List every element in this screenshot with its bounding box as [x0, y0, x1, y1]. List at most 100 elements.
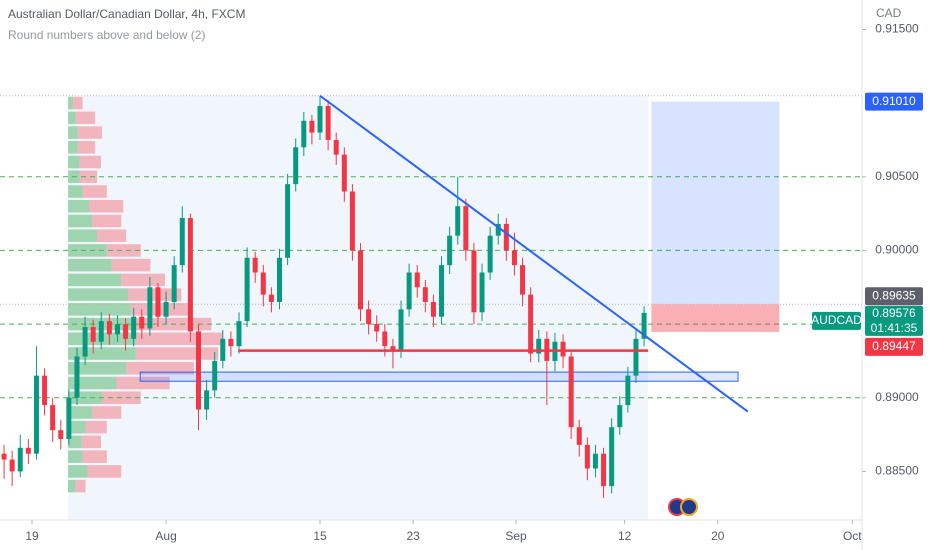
candle-body [252, 257, 258, 273]
x-tick-label: Aug [155, 529, 176, 543]
candle-body [325, 106, 331, 140]
candle-body [520, 265, 526, 295]
candle-body [42, 375, 48, 406]
candle-body [66, 397, 72, 439]
candle-body [212, 360, 218, 391]
profile-up [68, 450, 83, 463]
profile-down [128, 288, 182, 301]
currency-label: CAD [876, 6, 902, 20]
x-tick-label: 12 [618, 529, 632, 543]
candle-body [9, 459, 15, 472]
candle-body [374, 324, 380, 332]
entry-label: 0.89635 [872, 288, 916, 302]
profile-down [106, 244, 141, 257]
profile-up [68, 126, 78, 139]
candle-body [228, 338, 234, 347]
chart-subtitle: Round numbers above and below (2) [8, 28, 205, 42]
y-tick-label: 0.90500 [875, 169, 919, 183]
x-tick-label: 23 [406, 529, 420, 543]
candle-body [366, 309, 372, 325]
profile-up [68, 465, 88, 478]
profile-up [68, 199, 90, 213]
candle-body [479, 272, 485, 313]
candle-body [179, 218, 185, 266]
profile-down [89, 199, 124, 213]
candle-body [171, 265, 177, 302]
candle-body [236, 321, 242, 347]
candle-body [455, 206, 461, 236]
profile-up [68, 155, 80, 169]
candle-body [204, 390, 210, 410]
candle-body [106, 321, 112, 335]
candle-body [268, 294, 274, 302]
candle-body [293, 147, 299, 185]
profile-up [68, 258, 112, 272]
candle-body [277, 257, 283, 302]
profile-up [68, 141, 78, 154]
candle-body [617, 405, 623, 428]
candle-body [641, 312, 647, 339]
candle-body [358, 250, 364, 310]
candle-body [382, 331, 388, 347]
profile-up [68, 303, 132, 316]
profile-down [75, 111, 96, 125]
candle-body [439, 265, 445, 317]
profile-down [92, 406, 122, 419]
y-tick-label: 0.88500 [875, 464, 919, 478]
profile-up [68, 362, 127, 375]
candle-body [341, 154, 347, 192]
profile-up [68, 376, 117, 390]
x-tick-label: 19 [25, 529, 39, 543]
profile-up [68, 479, 76, 493]
candle-body [414, 272, 420, 288]
profile-down [79, 170, 98, 184]
candle-body [584, 444, 590, 469]
candle-body [90, 327, 96, 342]
profile-down [135, 347, 219, 360]
profile-down [79, 155, 101, 169]
candle-body [98, 321, 104, 342]
candle-body [58, 430, 64, 439]
profile-down [85, 420, 107, 434]
profile-down [87, 465, 122, 478]
candle-body [390, 346, 396, 351]
target-badge [865, 92, 923, 111]
candle-body [260, 272, 266, 295]
profile-down [82, 450, 107, 463]
x-tick-label: Sep [505, 529, 527, 543]
candle-body [123, 324, 129, 339]
profile-down [121, 273, 165, 287]
candle-body [114, 324, 120, 335]
candle-body [17, 447, 23, 472]
zone [139, 371, 739, 382]
candle-body [576, 427, 582, 445]
last-price-badge [865, 305, 923, 336]
candle-body [131, 316, 137, 339]
candle-body [536, 338, 542, 354]
candle-body [422, 287, 428, 302]
candle-body [317, 106, 323, 133]
candle-body [398, 309, 404, 351]
candle-body [244, 257, 250, 322]
profile-up [68, 96, 73, 110]
x-tick-label: 15 [313, 529, 327, 543]
candle-body [568, 356, 574, 428]
profile-up [68, 244, 107, 257]
profile-down [77, 126, 102, 139]
profile-up [68, 111, 76, 125]
y-tick-label: 0.90000 [875, 243, 919, 257]
profile-up [68, 288, 129, 301]
candle-body [25, 447, 31, 454]
profile-down [75, 479, 86, 493]
event-icons [668, 498, 698, 516]
profile-down [126, 362, 194, 375]
trendline [319, 94, 749, 413]
chart-title: Australian Dollar/Canadian Dollar, 4h, F… [8, 7, 245, 21]
profile-down [82, 185, 107, 198]
candle-body [187, 218, 193, 332]
candle-body [1, 453, 7, 460]
position-stop [651, 304, 780, 332]
candle-body [430, 301, 436, 317]
candle-body [633, 338, 639, 376]
